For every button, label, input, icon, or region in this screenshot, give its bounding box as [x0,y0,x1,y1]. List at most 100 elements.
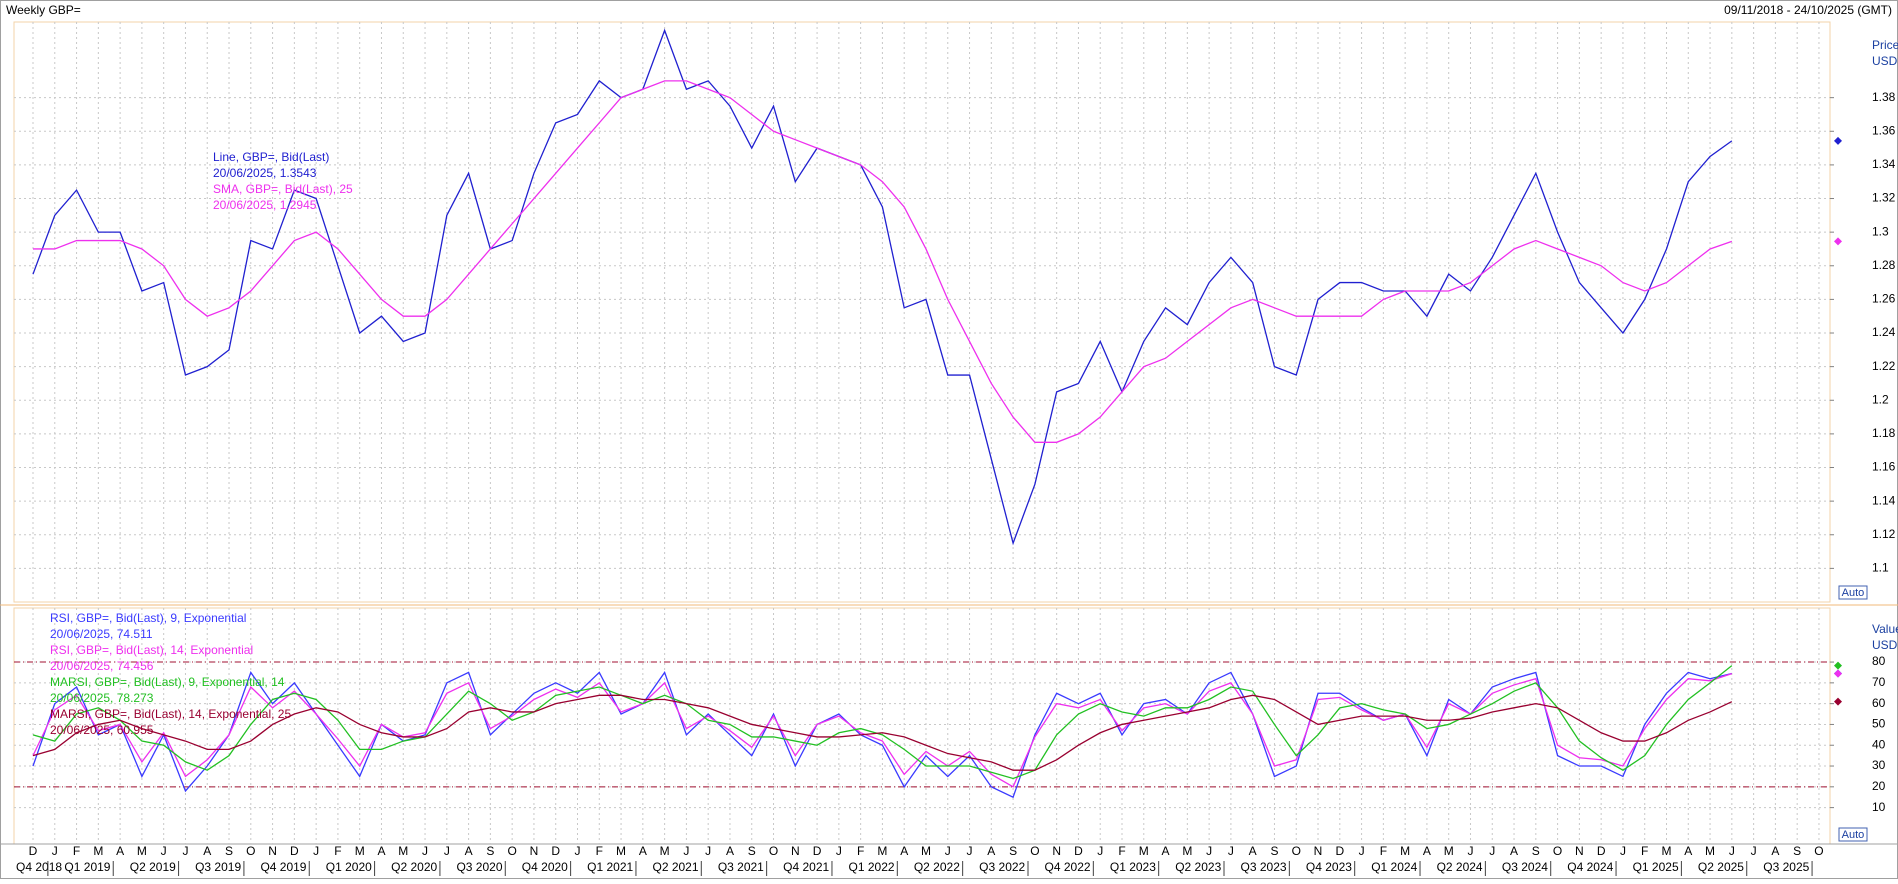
quarter-label: Q2 2025 [1698,860,1744,874]
x-tick-label: J [945,844,951,858]
x-tick-label: S [486,844,494,858]
x-tick-label: D [1597,844,1606,858]
y-tick-label: 1.36 [1872,123,1896,137]
window-title: Weekly GBP= [6,3,81,17]
x-tick-label: A [1162,844,1170,858]
y-tick-label: 1.18 [1872,426,1896,440]
auto-button-label[interactable]: Auto [1842,829,1865,841]
x-tick-label: N [1575,844,1584,858]
x-tick-label: J [683,844,689,858]
y-tick-label: 30 [1872,758,1886,772]
x-tick-label: N [1314,844,1323,858]
x-tick-label: N [268,844,277,858]
axis-label: Value [1872,622,1898,636]
x-tick-label: S [1009,844,1017,858]
auto-button[interactable] [1838,827,1868,842]
legend-name: MARSI, GBP=, Bid(Last), 14, Exponential,… [50,707,291,721]
x-tick-label: F [1118,844,1125,858]
quarter-label: Q4 2024 [1567,860,1613,874]
series-line [32,694,1733,771]
quarter-label: Q1 2025 [1633,860,1679,874]
x-tick-label: M [877,844,887,858]
y-tick-label: 70 [1872,675,1886,689]
y-tick-label: 1.24 [1872,325,1896,339]
axis-label: USD [1872,54,1898,68]
x-tick-label: A [639,844,647,858]
x-tick-label: D [813,844,822,858]
quarter-label: Q4 2021 [783,860,829,874]
x-tick-label: F [596,844,603,858]
quarter-label: Q1 2024 [1371,860,1417,874]
x-tick-label: S [1532,844,1540,858]
legend-name: Line, GBP=, Bid(Last) [213,150,329,164]
x-tick-label: M [93,844,103,858]
x-tick-label: S [225,844,233,858]
series-line [33,80,1733,443]
x-tick-label: J [705,844,711,858]
last-value-marker [1834,697,1842,706]
x-tick-label: J [1228,844,1234,858]
y-tick-label: 1.1 [1872,561,1889,575]
y-tick-label: 40 [1872,737,1886,751]
x-tick-label: J [313,844,319,858]
auto-button-label[interactable]: Auto [1842,587,1865,599]
series-line [32,672,1733,788]
quarter-label: Q1 2021 [587,860,633,874]
x-tick-label: J [1359,844,1365,858]
x-tick-label: S [1793,844,1801,858]
y-tick-label: 80 [1872,654,1886,668]
x-tick-label: M [660,844,670,858]
price-plot-frame [13,21,1831,603]
legend-name: SMA, GBP=, Bid(Last), 25 [213,182,353,196]
x-tick-label: S [748,844,756,858]
quarter-label: Q3 2022 [979,860,1025,874]
x-tick-label: D [290,844,299,858]
x-tick-label: N [530,844,539,858]
y-tick-label: 1.34 [1872,157,1896,171]
quarter-label: Q2 2020 [391,860,437,874]
x-tick-label: A [116,844,124,858]
legend-last-value: 20/06/2025, 60.955 [50,723,154,737]
y-tick-label: 1.38 [1872,90,1896,104]
y-tick-label: 1.32 [1872,191,1896,205]
y-tick-label: 50 [1872,717,1886,731]
x-tick-label: M [616,844,626,858]
quarter-label: Q2 2023 [1175,860,1221,874]
x-tick-label: M [1182,844,1192,858]
x-tick-label: A [1771,844,1779,858]
quarter-label: Q4 2020 [522,860,568,874]
quarter-label: Q4 2018 [16,860,62,874]
x-tick-label: J [967,844,973,858]
legend-name: RSI, GBP=, Bid(Last), 9, Exponential [50,611,246,625]
quarter-label: Q3 2021 [718,860,764,874]
x-tick-label: A [203,844,211,858]
legend-name: RSI, GBP=, Bid(Last), 14, Exponential [50,643,253,657]
x-tick-label: A [987,844,995,858]
quarter-label: Q3 2025 [1763,860,1809,874]
legend-last-value: 20/06/2025, 1.2945 [213,198,317,212]
legend-last-value: 20/06/2025, 78.273 [50,691,154,705]
x-tick-label: F [73,844,80,858]
x-tick-label: A [726,844,734,858]
x-tick-label: D [551,844,560,858]
quarter-label: Q1 2019 [64,860,110,874]
x-tick-label: O [769,844,778,858]
y-tick-label: 1.3 [1872,224,1889,238]
y-tick-label: 10 [1872,800,1886,814]
x-tick-label: F [1380,844,1387,858]
quarter-label: Q3 2019 [195,860,241,874]
x-tick-label: J [182,844,188,858]
x-tick-label: N [791,844,800,858]
x-tick-label: O [1814,844,1823,858]
x-tick-label: J [836,844,842,858]
x-tick-label: F [334,844,341,858]
x-tick-label: J [1097,844,1103,858]
legend-last-value: 20/06/2025, 1.3543 [213,166,317,180]
last-value-marker [1834,237,1842,246]
y-tick-label: 1.28 [1872,258,1896,272]
x-tick-label: M [1662,844,1672,858]
auto-button[interactable] [1838,585,1868,600]
x-tick-label: M [1139,844,1149,858]
x-tick-label: F [1641,844,1648,858]
y-tick-label: 1.22 [1872,359,1896,373]
